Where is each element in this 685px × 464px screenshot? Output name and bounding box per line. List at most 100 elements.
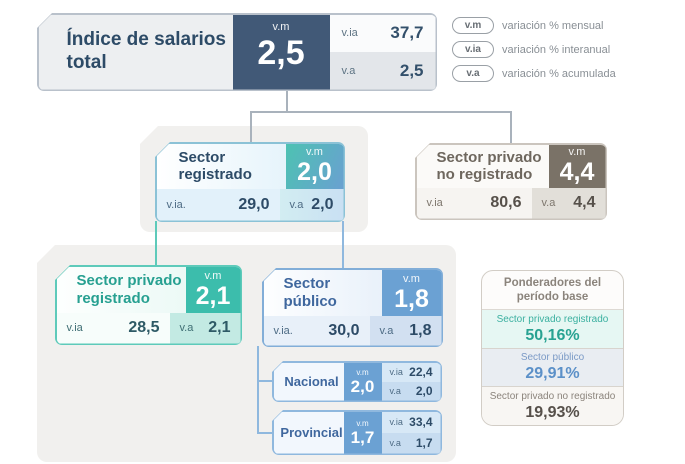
vm-label: v.m xyxy=(272,20,290,33)
node-title: Sector registrado xyxy=(156,143,286,189)
va-label: v.a xyxy=(179,322,194,334)
va-cell: v.a 1,7 xyxy=(381,432,441,454)
connector-to-nacional xyxy=(257,380,273,382)
via-value: 80,6 xyxy=(490,194,522,211)
vm-value-box: v.m 2,0 xyxy=(285,143,344,189)
via-value: 30,0 xyxy=(328,321,360,339)
vm-value-box: v.m 1,8 xyxy=(381,269,442,316)
va-cell: v.a 2,1 xyxy=(169,312,241,344)
connector-to-publico xyxy=(342,221,344,269)
legend-text: variación % interanual xyxy=(502,43,611,56)
connector-to-privado-registrado xyxy=(155,221,157,266)
va-value: 2,1 xyxy=(208,319,231,336)
via-label: v.ia xyxy=(389,417,403,427)
legend-item-va: v.a variación % acumulada xyxy=(452,65,616,82)
node-nacional: Nacional v.m 2,0 v.ia 22,4 v.a 2,0 xyxy=(272,361,442,402)
via-label: v.ia. xyxy=(273,324,293,337)
va-label: v.a xyxy=(541,197,556,209)
via-pill-icon: v.ia xyxy=(452,41,494,58)
connector-to-no-registrado xyxy=(510,111,512,145)
va-label: v.a xyxy=(289,198,304,211)
va-value: 4,4 xyxy=(573,194,596,211)
va-value: 1,8 xyxy=(409,321,432,339)
weight-label: Sector público xyxy=(520,352,585,364)
vm-value: 1,7 xyxy=(350,427,375,447)
via-cell: v.ia 80,6 xyxy=(416,187,532,219)
va-cell: v.a 2,0 xyxy=(279,188,344,221)
ponderadores-privado-registrado: Sector privado registrado 50,16% xyxy=(482,310,623,349)
vm-value: 2,5 xyxy=(257,33,305,72)
legend-text: variación % acumulada xyxy=(502,67,616,80)
connector-root-horizontal xyxy=(250,111,512,113)
vm-value: 2,1 xyxy=(195,281,231,310)
via-label: v.ia xyxy=(389,367,403,377)
root-title: Índice de salarios total xyxy=(38,14,233,90)
node-indice-salarios-total: Índice de salarios total v.m 2,5 v.ia 37… xyxy=(37,13,437,91)
root-via-row: v.ia 37,7 xyxy=(329,14,436,52)
ponderadores-no-registrado: Sector privado no registrado 19,93% xyxy=(482,387,623,425)
va-label: v.a xyxy=(389,438,401,448)
va-value: 2,5 xyxy=(399,60,424,80)
vm-pill-icon: v.m xyxy=(452,17,494,34)
va-pill-icon: v.a xyxy=(452,65,494,82)
via-cell: v.ia 22,4 xyxy=(381,362,441,382)
node-provincial: Provincial v.m 1,7 v.ia 33,4 v.a 1,7 xyxy=(272,410,442,455)
weight-value: 50,16% xyxy=(525,326,580,344)
root-va-row: v.a 2,5 xyxy=(329,52,436,90)
connector-to-provincial xyxy=(257,432,273,434)
va-cell: v.a 4,4 xyxy=(531,187,606,219)
vm-label: v.m xyxy=(568,146,586,158)
node-title: Nacional xyxy=(273,362,344,401)
node-title: Sector público xyxy=(263,269,382,316)
via-value: 37,7 xyxy=(390,23,424,43)
ponderadores-title: Ponderadores del período base xyxy=(482,271,623,310)
ponderadores-panel: Ponderadores del período base Sector pri… xyxy=(481,270,624,426)
weight-label: Sector privado no registrado xyxy=(489,391,616,403)
via-label: v.ia xyxy=(66,322,83,334)
va-label: v.a xyxy=(379,324,394,337)
vm-label: v.m xyxy=(356,418,369,428)
vm-value-box: v.m 2,1 xyxy=(185,266,241,313)
vm-value: 2,0 xyxy=(297,158,332,186)
va-label: v.a xyxy=(341,64,356,77)
via-cell: v.ia. 30,0 xyxy=(263,315,370,346)
weight-value: 29,91% xyxy=(525,365,580,383)
va-value: 2,0 xyxy=(415,384,433,398)
vm-value: 1,8 xyxy=(394,284,429,313)
via-cell: v.ia 33,4 xyxy=(381,411,441,433)
root-vm-box: v.m 2,5 xyxy=(232,14,330,90)
node-title: Sector privado no registrado xyxy=(416,144,549,188)
via-cell: v.ia 28,5 xyxy=(56,312,170,344)
via-value: 29,0 xyxy=(238,195,270,213)
node-sector-privado-no-registrado: Sector privado no registrado v.m 4,4 v.i… xyxy=(415,143,607,220)
legend: v.m variación % mensual v.ia variación %… xyxy=(452,17,616,89)
via-cell: v.ia. 29,0 xyxy=(156,188,280,221)
vm-value: 2,0 xyxy=(350,376,375,396)
node-title: Sector privado registrado xyxy=(56,266,186,313)
via-value: 22,4 xyxy=(409,365,433,379)
vm-label: v.m xyxy=(306,146,323,158)
va-value: 2,0 xyxy=(311,195,334,213)
node-title: Provincial xyxy=(273,411,344,454)
ponderadores-publico: Sector público 29,91% xyxy=(482,348,623,388)
weight-value: 19,93% xyxy=(525,404,580,422)
connector-publico-down xyxy=(257,346,259,434)
va-cell: v.a 1,8 xyxy=(369,315,442,346)
connector-to-registrado xyxy=(250,111,252,144)
va-value: 1,7 xyxy=(415,436,433,450)
legend-text: variación % mensual xyxy=(502,19,604,32)
legend-item-via: v.ia variación % interanual xyxy=(452,41,616,58)
node-sector-registrado: Sector registrado v.m 2,0 v.ia. 29,0 v.a… xyxy=(155,142,345,222)
via-label: v.ia xyxy=(341,27,358,40)
vm-label: v.m xyxy=(403,272,420,285)
va-cell: v.a 2,0 xyxy=(381,381,441,401)
via-label: v.ia. xyxy=(166,198,186,211)
vm-label: v.m xyxy=(204,269,222,282)
via-label: v.ia xyxy=(426,197,443,209)
vm-value: 4,4 xyxy=(559,158,595,186)
weight-label: Sector privado registrado xyxy=(496,313,609,325)
vm-value-box: v.m 4,4 xyxy=(548,144,606,188)
vm-value-box: v.m 1,7 xyxy=(343,411,382,454)
via-value: 28,5 xyxy=(128,319,160,336)
